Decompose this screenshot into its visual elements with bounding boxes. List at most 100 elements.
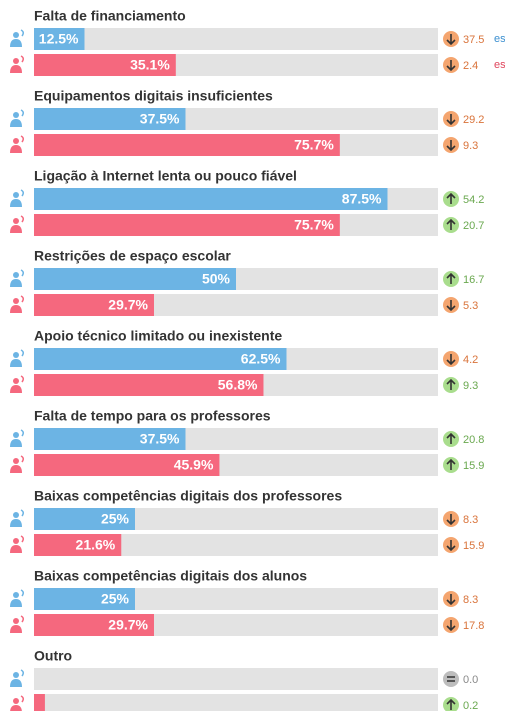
arrow (446, 458, 456, 470)
arrow (446, 432, 456, 444)
bar (34, 454, 220, 476)
person-icon (10, 615, 25, 633)
arrow (446, 594, 456, 606)
icon-body (10, 625, 22, 633)
annotation: es (494, 59, 505, 71)
arrow (446, 514, 456, 526)
icon-mark (20, 109, 25, 117)
person-icon (10, 375, 25, 393)
change-value: 4.2 (463, 354, 478, 366)
arrow (446, 140, 456, 152)
bar (34, 428, 186, 450)
icon-head (13, 218, 19, 224)
icon-head (13, 192, 19, 198)
icon-mark (20, 29, 25, 37)
icon-mark (20, 189, 25, 197)
value-label: 75.7% (294, 137, 334, 153)
icon-head (13, 458, 19, 464)
change-value: 16.7 (463, 274, 484, 286)
person-icon (10, 429, 25, 447)
change-value: 15.9 (463, 460, 484, 472)
person-icon (10, 109, 25, 127)
icon-body (10, 439, 22, 447)
icon-body (10, 519, 22, 527)
person-icon (10, 589, 25, 607)
icon-mark (20, 375, 25, 383)
icon-head (13, 352, 19, 358)
arrow (446, 620, 456, 632)
icon-body (10, 305, 22, 313)
change-value: 0.0 (463, 674, 478, 686)
category-title: Restrições de espaço escolar (34, 248, 231, 264)
category-title: Baixas competências digitais dos alunos (34, 568, 307, 584)
equal-sign (447, 676, 455, 682)
person-icon (10, 215, 25, 233)
value-label: 12.5% (39, 31, 79, 47)
value-label: 21.6% (76, 537, 116, 553)
icon-body (10, 279, 22, 287)
bar (34, 54, 176, 76)
change-value: 2.4 (463, 60, 478, 72)
arrow (446, 192, 456, 204)
value-label: 45.9% (174, 457, 214, 473)
bar-track (34, 28, 438, 50)
person-icon (10, 269, 25, 287)
person-icon (10, 55, 25, 73)
icon-mark (20, 349, 25, 357)
bar (34, 588, 135, 610)
bar (34, 134, 340, 156)
icon-mark (20, 215, 25, 223)
icon-mark (20, 669, 25, 677)
arrow (446, 272, 456, 284)
bar-track (34, 668, 438, 690)
icon-body (10, 679, 22, 687)
person-icon (10, 29, 25, 47)
change-value: 9.3 (463, 380, 478, 392)
category-title: Falta de tempo para os professores (34, 408, 271, 424)
arrow (446, 60, 456, 72)
icon-body (10, 65, 22, 73)
bar (34, 108, 186, 130)
arrow (446, 354, 456, 366)
icon-head (13, 432, 19, 438)
person-icon (10, 135, 25, 153)
person-icon (10, 535, 25, 553)
category-title: Equipamentos digitais insuficientes (34, 88, 273, 104)
icon-body (10, 385, 22, 393)
icon-mark (20, 589, 25, 597)
bar (34, 28, 85, 50)
value-label: 29.7% (108, 617, 148, 633)
bar (34, 508, 135, 530)
icon-body (10, 705, 22, 711)
icon-body (10, 145, 22, 153)
icon-mark (20, 615, 25, 623)
icon-head (13, 32, 19, 38)
category-title: Baixas competências digitais dos profess… (34, 488, 342, 504)
arrow (446, 540, 456, 552)
icon-mark (20, 535, 25, 543)
person-icon (10, 695, 25, 711)
change-value: 15.9 (463, 540, 484, 552)
icon-body (10, 199, 22, 207)
icon-head (13, 138, 19, 144)
icon-head (13, 298, 19, 304)
bar (34, 694, 45, 711)
person-icon (10, 455, 25, 473)
value-label: 37.5% (140, 431, 180, 447)
icon-body (10, 39, 22, 47)
icon-mark (20, 509, 25, 517)
change-value: 8.3 (463, 514, 478, 526)
icon-body (10, 119, 22, 127)
arrow (446, 34, 456, 46)
person-icon (10, 349, 25, 367)
change-value: 17.8 (463, 620, 484, 632)
person-icon (10, 509, 25, 527)
icon-mark (20, 295, 25, 303)
change-value: 54.2 (463, 194, 484, 206)
value-label: 35.1% (130, 57, 170, 73)
value-label: 87.5% (342, 191, 382, 207)
change-icon (443, 671, 459, 687)
person-icon (10, 295, 25, 313)
icon-head (13, 512, 19, 518)
